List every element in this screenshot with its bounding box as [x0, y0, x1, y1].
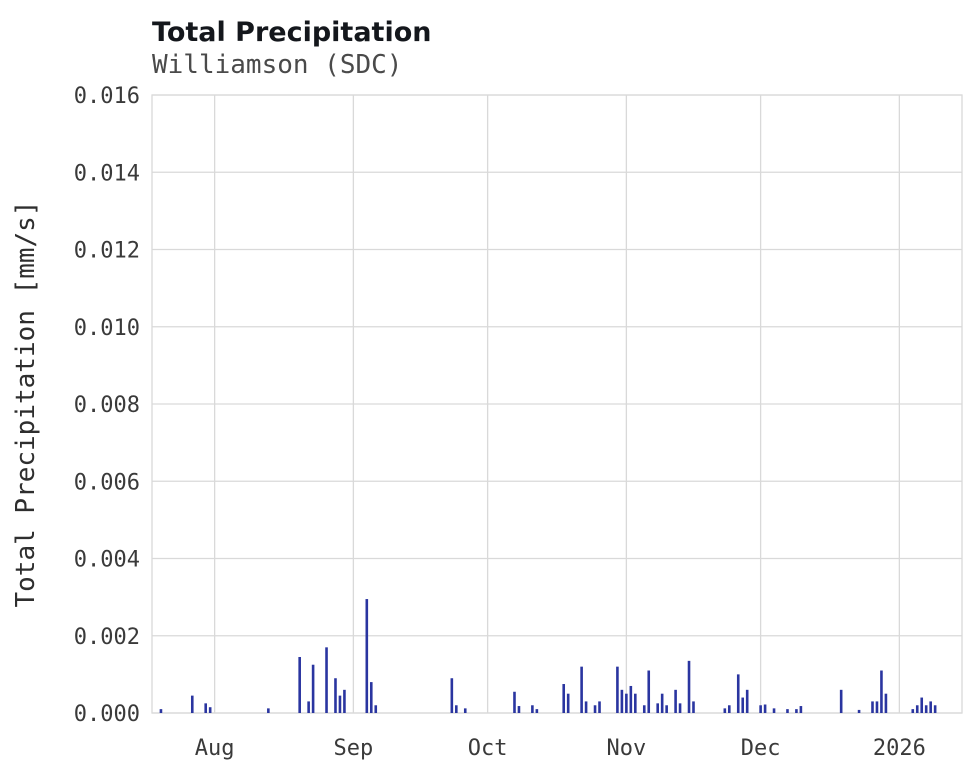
chart-subtitle: Williamson (SDC)	[152, 50, 402, 80]
precipitation-bar	[911, 709, 915, 713]
precipitation-bar	[629, 685, 633, 713]
precipitation-bar	[915, 705, 919, 713]
precipitation-bar	[736, 674, 740, 713]
precipitation-bar	[880, 670, 883, 713]
precipitation-bar	[513, 691, 516, 713]
precipitation-bar	[625, 693, 628, 713]
y-tick-label: 0.012	[74, 239, 140, 264]
precipitation-bar	[562, 684, 566, 713]
precipitation-bar	[660, 693, 664, 713]
precipitation-bar	[190, 695, 194, 713]
precipitation-bar	[799, 706, 803, 713]
precipitation-bar	[517, 706, 521, 713]
chart-title: Total Precipitation	[152, 17, 431, 48]
precipitation-bars	[159, 599, 937, 713]
y-tick-label: 0.002	[74, 625, 140, 650]
precipitation-bar	[839, 689, 843, 713]
precipitation-bar	[334, 678, 337, 713]
precipitation-bar	[204, 703, 208, 713]
x-tick-label: Aug	[195, 736, 235, 761]
precipitation-bar	[159, 709, 163, 713]
x-tick-label: Oct	[468, 736, 508, 761]
x-tick-label: 2026	[873, 736, 926, 761]
precipitation-bar	[593, 705, 597, 713]
precipitation-bar	[584, 701, 588, 713]
precipitation-bar	[616, 666, 619, 713]
precipitation-bar	[920, 697, 924, 713]
precipitation-bar	[208, 707, 212, 713]
precipitation-bar	[678, 703, 682, 713]
precipitation-bar	[455, 705, 458, 713]
precipitation-bar	[620, 689, 624, 713]
precipitation-bar	[642, 705, 646, 713]
precipitation-bar	[298, 656, 301, 713]
precipitation-bar	[369, 682, 373, 713]
y-tick-label: 0.008	[74, 393, 140, 418]
precipitation-bar	[759, 705, 762, 713]
precipitation-bar	[325, 647, 328, 713]
x-tick-label: Sep	[334, 736, 374, 761]
precipitation-bar	[674, 689, 677, 713]
x-tick-label: Nov	[606, 736, 646, 761]
precipitation-bar	[745, 689, 749, 713]
precipitation-bar	[687, 660, 691, 713]
precipitation-bar	[374, 705, 378, 713]
precipitation-bar	[450, 678, 454, 713]
precipitation-bar	[267, 708, 270, 713]
precipitation-bar	[763, 704, 767, 713]
precipitation-bar	[795, 709, 798, 713]
precipitation-bar	[535, 709, 539, 713]
precipitation-bar	[929, 701, 932, 713]
precipitation-bar	[786, 709, 789, 713]
precipitation-bar	[311, 664, 315, 713]
precipitation-bar	[924, 705, 928, 713]
y-tick-label: 0.014	[74, 161, 140, 186]
y-tick-label: 0.016	[74, 84, 140, 109]
precipitation-bar	[566, 693, 570, 713]
x-tick-label: Dec	[741, 736, 781, 761]
y-tick-label: 0.004	[74, 548, 140, 573]
precipitation-bar	[933, 705, 937, 713]
precipitation-bar	[343, 689, 346, 713]
x-axis-tick-labels: Aug Sep Oct Nov Dec 2026	[195, 736, 926, 761]
y-tick-label: 0.010	[74, 316, 140, 341]
precipitation-bar	[665, 705, 668, 713]
precipitation-bar	[871, 701, 874, 713]
precipitation-bar	[307, 701, 310, 713]
precipitation-bar	[656, 703, 659, 713]
precipitation-bar	[884, 693, 888, 713]
precipitation-bar	[365, 599, 369, 713]
plot-border	[151, 94, 963, 714]
precipitation-bar	[723, 708, 727, 713]
precipitation-bar	[692, 701, 695, 713]
precipitation-bar	[647, 670, 651, 713]
precipitation-bar	[875, 701, 879, 713]
precipitation-bar	[634, 693, 637, 713]
y-axis-tick-labels: 0.000 0.002 0.004 0.006 0.008 0.010 0.012 0.014…	[74, 84, 140, 727]
y-tick-label: 0.000	[74, 702, 140, 727]
precipitation-bar	[531, 705, 534, 713]
precipitation-bar	[598, 701, 601, 713]
precipitation-bar	[772, 708, 776, 713]
precipitation-bar	[857, 709, 861, 713]
precipitation-bar	[727, 705, 731, 713]
precipitation-bar	[741, 697, 745, 713]
y-tick-label: 0.006	[74, 470, 140, 495]
precipitation-bar	[463, 708, 467, 713]
gridlines	[152, 94, 962, 714]
precipitation-bar	[580, 666, 583, 713]
y-axis-label: Total Precipitation [mm/s]	[11, 201, 41, 608]
precipitation-bar	[338, 695, 342, 713]
